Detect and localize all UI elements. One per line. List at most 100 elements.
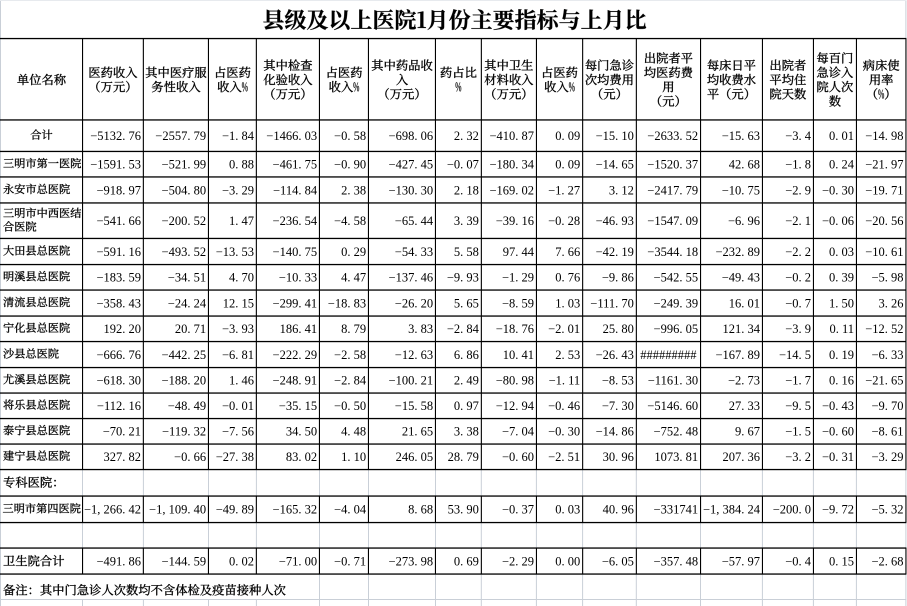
svg-text:−0. 50: −0. 50 (334, 399, 366, 413)
svg-text:−1. 84: −1. 84 (222, 129, 255, 143)
svg-text:−1. 11: −1. 11 (549, 374, 581, 388)
svg-text:−2. 29: −2. 29 (502, 554, 534, 568)
svg-text:28. 79: 28. 79 (448, 450, 479, 464)
svg-text:−3. 2: −3. 2 (785, 450, 811, 464)
svg-text:0. 01: 0. 01 (829, 129, 854, 143)
svg-text:−0. 90: −0. 90 (334, 158, 366, 172)
svg-text:−9. 72: −9. 72 (822, 503, 854, 517)
svg-text:−2. 9: −2. 9 (785, 183, 811, 197)
svg-text:−0. 4: −0. 4 (785, 554, 812, 568)
svg-text:−24. 24: −24. 24 (168, 296, 207, 310)
svg-text:−9. 93: −9. 93 (447, 271, 479, 285)
svg-text:0. 15: 0. 15 (829, 554, 854, 568)
svg-text:−1591. 53: −1591. 53 (90, 158, 141, 172)
svg-text:0. 02: 0. 02 (229, 554, 254, 568)
svg-text:1. 50: 1. 50 (829, 296, 854, 310)
svg-text:−591. 16: −591. 16 (96, 245, 141, 259)
svg-text:2. 32: 2. 32 (454, 129, 479, 143)
svg-text:−1520. 37: −1520. 37 (647, 158, 698, 172)
svg-text:−137. 46: −137. 46 (389, 271, 434, 285)
svg-text:−0. 06: −0. 06 (822, 214, 854, 228)
svg-text:−6. 96: −6. 96 (728, 214, 760, 228)
svg-text:−27. 38: −27. 38 (216, 450, 254, 464)
svg-text:−6. 81: −6. 81 (222, 348, 254, 362)
svg-text:−15. 10: −15. 10 (596, 129, 634, 143)
svg-text:−493. 52: −493. 52 (162, 245, 207, 259)
svg-text:−0. 37: −0. 37 (502, 503, 534, 517)
svg-text:−200. 52: −200. 52 (162, 214, 207, 228)
svg-text:0. 69: 0. 69 (454, 554, 479, 568)
svg-text:21. 65: 21. 65 (402, 425, 433, 439)
svg-text:−46. 93: −46. 93 (596, 214, 634, 228)
svg-text:−10. 33: −10. 33 (279, 271, 317, 285)
svg-text:−2. 01: −2. 01 (548, 322, 580, 336)
svg-text:−20. 56: −20. 56 (865, 214, 903, 228)
svg-text:−1. 29: −1. 29 (502, 271, 534, 285)
svg-text:0. 19: 0. 19 (829, 348, 854, 362)
svg-text:−1, 266. 42: −1, 266. 42 (84, 503, 141, 517)
svg-text:−119. 32: −119. 32 (162, 425, 206, 439)
svg-text:−1. 27: −1. 27 (548, 183, 580, 197)
svg-text:10. 41: 10. 41 (503, 348, 534, 362)
svg-text:34. 50: 34. 50 (286, 425, 317, 439)
svg-text:−1. 7: −1. 7 (785, 374, 811, 388)
svg-text:−6. 33: −6. 33 (871, 348, 903, 362)
svg-text:−5. 98: −5. 98 (871, 271, 903, 285)
svg-text:−8. 61: −8. 61 (871, 425, 903, 439)
svg-text:1073. 81: 1073. 81 (654, 450, 698, 464)
svg-text:8. 68: 8. 68 (408, 503, 433, 517)
svg-text:−0. 28: −0. 28 (548, 214, 580, 228)
svg-text:−249. 39: −249. 39 (654, 296, 699, 310)
svg-text:−0. 7: −0. 7 (785, 296, 811, 310)
svg-text:0. 16: 0. 16 (829, 374, 854, 388)
svg-text:−80. 98: −80. 98 (496, 374, 534, 388)
svg-text:−0. 71: −0. 71 (334, 554, 366, 568)
svg-text:−521. 99: −521. 99 (162, 158, 207, 172)
svg-text:−4. 58: −4. 58 (334, 214, 366, 228)
svg-text:−57. 97: −57. 97 (722, 554, 760, 568)
svg-text:327. 82: 327. 82 (104, 450, 142, 464)
svg-text:0. 09: 0. 09 (555, 158, 580, 172)
svg-text:−752. 48: −752. 48 (654, 425, 699, 439)
svg-text:0. 39: 0. 39 (829, 271, 854, 285)
svg-text:−19. 71: −19. 71 (865, 183, 903, 197)
svg-text:−14. 5: −14. 5 (779, 348, 811, 362)
svg-text:−3. 4: −3. 4 (785, 129, 812, 143)
svg-text:−100. 21: −100. 21 (389, 374, 434, 388)
svg-text:−18. 83: −18. 83 (328, 296, 366, 310)
svg-text:2. 18: 2. 18 (454, 183, 479, 197)
svg-text:0. 09: 0. 09 (555, 129, 580, 143)
svg-text:−331741: −331741 (654, 503, 699, 517)
svg-text:16. 01: 16. 01 (729, 296, 760, 310)
svg-text:−357. 48: −357. 48 (654, 554, 699, 568)
svg-text:20. 71: 20. 71 (175, 322, 206, 336)
svg-text:27. 33: 27. 33 (729, 399, 760, 413)
svg-text:30. 96: 30. 96 (603, 450, 634, 464)
svg-text:−666. 76: −666. 76 (96, 348, 141, 362)
svg-text:−54. 33: −54. 33 (395, 245, 433, 259)
svg-text:4. 48: 4. 48 (341, 425, 366, 439)
svg-text:−15. 58: −15. 58 (395, 399, 433, 413)
svg-text:−1547. 09: −1547. 09 (647, 214, 698, 228)
svg-text:−167. 89: −167. 89 (715, 348, 760, 362)
svg-text:−180. 34: −180. 34 (489, 158, 534, 172)
svg-text:−39. 16: −39. 16 (496, 214, 534, 228)
svg-text:−2. 73: −2. 73 (728, 374, 760, 388)
svg-text:3. 38: 3. 38 (454, 425, 479, 439)
svg-text:0. 00: 0. 00 (555, 554, 580, 568)
svg-text:−2. 84: −2. 84 (334, 374, 367, 388)
svg-text:−427. 45: −427. 45 (389, 158, 434, 172)
svg-text:1. 46: 1. 46 (229, 374, 254, 388)
svg-text:−0. 31: −0. 31 (822, 450, 854, 464)
svg-text:−3. 29: −3. 29 (871, 450, 903, 464)
svg-text:−111. 70: −111. 70 (590, 296, 634, 310)
svg-text:−918. 97: −918. 97 (96, 183, 141, 197)
svg-text:−65. 44: −65. 44 (395, 214, 434, 228)
svg-text:5. 58: 5. 58 (454, 245, 479, 259)
svg-text:7. 66: 7. 66 (555, 245, 580, 259)
svg-text:−5132. 76: −5132. 76 (90, 129, 141, 143)
svg-text:−5146. 60: −5146. 60 (647, 399, 698, 413)
svg-text:186. 41: 186. 41 (280, 322, 318, 336)
svg-text:0. 29: 0. 29 (341, 245, 366, 259)
svg-text:−1. 5: −1. 5 (785, 425, 811, 439)
